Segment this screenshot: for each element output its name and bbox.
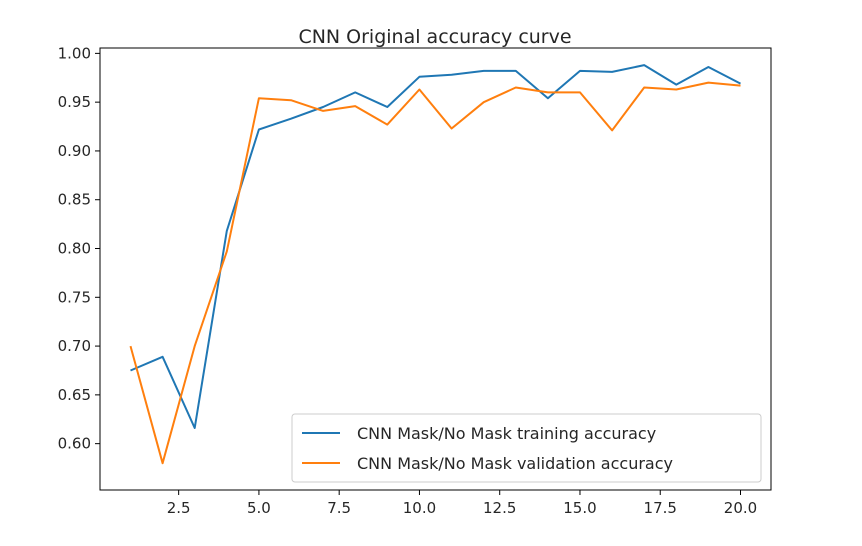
legend-label-validation: CNN Mask/No Mask validation accuracy (357, 454, 673, 473)
y-tick-label: 0.65 (58, 386, 91, 404)
training-accuracy-line (130, 64, 741, 429)
x-tick-label: 17.5 (644, 499, 677, 517)
x-tick-label: 10.0 (403, 499, 436, 517)
y-tick-label: 0.95 (58, 93, 91, 111)
y-tick-label: 1.00 (58, 44, 91, 62)
legend-box (291, 413, 762, 483)
x-tick-label: 7.5 (327, 499, 351, 517)
y-tick-label: 0.80 (58, 240, 91, 258)
series-lines (129, 64, 741, 465)
x-tick-label: 12.5 (483, 499, 516, 517)
x-tick-label: 15.0 (563, 499, 596, 517)
x-tick-label: 5.0 (247, 499, 271, 517)
y-axis: 0.60 0.65 0.70 0.75 0.80 0.85 0.90 0.95 1.00 (58, 44, 100, 453)
y-tick-label: 0.60 (58, 435, 91, 453)
legend: CNN Mask/No Mask training accuracy CNN M… (291, 413, 762, 483)
y-tick-label: 0.75 (58, 288, 91, 306)
x-axis: 2.5 5.0 7.5 10.0 12.5 15.0 17.5 20.0 (167, 490, 757, 517)
validation-accuracy-line (129, 81, 741, 465)
x-tick-label: 20.0 (724, 499, 757, 517)
y-tick-label: 0.70 (58, 337, 91, 355)
y-tick-label: 0.90 (58, 142, 91, 160)
legend-label-training: CNN Mask/No Mask training accuracy (357, 424, 656, 443)
x-tick-label: 2.5 (167, 499, 191, 517)
y-tick-label: 0.85 (58, 191, 91, 209)
chart-title: CNN Original accuracy curve (298, 26, 571, 48)
